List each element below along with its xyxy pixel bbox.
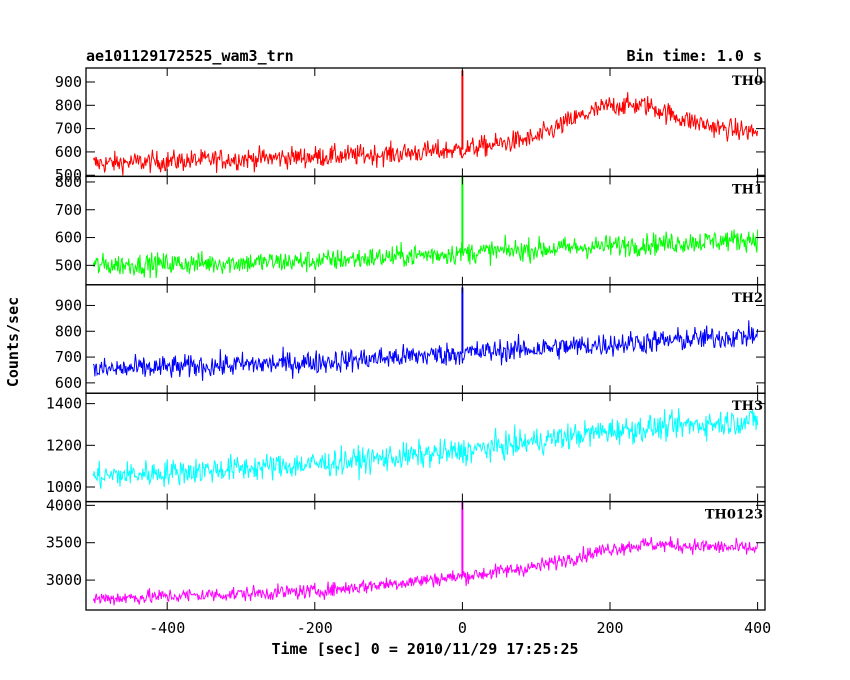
x-tick-label: 0 bbox=[458, 619, 467, 637]
x-tick-label: -400 bbox=[149, 619, 185, 637]
panel-frame bbox=[85, 392, 766, 503]
panel-label: TH0 bbox=[732, 74, 763, 89]
panel-th0: 500 600 700 800 900 TH0 bbox=[55, 67, 766, 184]
y-tick-label: 1000 bbox=[46, 478, 82, 496]
y-tick-label: 600 bbox=[55, 229, 82, 247]
y-tick-label: 1200 bbox=[46, 436, 82, 454]
series-th0123 bbox=[92, 536, 759, 606]
panel-th3: 1000 1200 1400 TH3 bbox=[46, 392, 766, 503]
y-tick-label: 1400 bbox=[46, 395, 82, 413]
x-tick-label: -200 bbox=[297, 619, 333, 637]
y-tick-label: 4000 bbox=[46, 496, 82, 514]
y-tick-label: 500 bbox=[55, 256, 82, 274]
bin-time-label: Bin time: 1.0 s bbox=[627, 47, 762, 65]
x-tick-label: 400 bbox=[744, 619, 771, 637]
y-tick-label: 600 bbox=[55, 143, 82, 161]
x-axis: -400 -200 0 200 400 bbox=[149, 619, 771, 637]
panel-label: TH2 bbox=[732, 291, 763, 306]
y-tick-label: 3500 bbox=[46, 534, 82, 552]
series-th2 bbox=[92, 320, 759, 381]
y-axis-label: Counts/sec bbox=[4, 297, 22, 387]
series-th1 bbox=[92, 229, 759, 279]
panel-th1: 500 600 700 800 TH1 bbox=[55, 173, 766, 286]
y-tick-label: 700 bbox=[55, 120, 82, 138]
x-axis-label: Time [sec] 0 = 2010/11/29 17:25:25 bbox=[271, 640, 578, 658]
panel-label: TH3 bbox=[732, 399, 763, 414]
y-tick-label: 900 bbox=[55, 296, 82, 314]
y-tick-label: 700 bbox=[55, 201, 82, 219]
panel-label: TH1 bbox=[732, 182, 763, 197]
series-th3 bbox=[92, 408, 759, 489]
chart-title: ae101129172525_wam3_trn bbox=[86, 47, 294, 65]
y-tick-label: 900 bbox=[55, 73, 82, 91]
y-tick-label: 700 bbox=[55, 348, 82, 366]
y-tick-label: 800 bbox=[55, 173, 82, 191]
series-th0 bbox=[92, 92, 759, 176]
y-tick-label: 800 bbox=[55, 96, 82, 114]
panel-frame bbox=[85, 500, 766, 611]
panel-th2: 600 700 800 900 TH2 bbox=[55, 284, 766, 394]
y-tick-label: 500 bbox=[55, 166, 82, 184]
x-tick-label: 200 bbox=[596, 619, 623, 637]
y-tick-label: 3000 bbox=[46, 571, 82, 589]
panel-th0123: 3000 3500 4000 TH0123 bbox=[46, 496, 766, 611]
panel-label: TH0123 bbox=[705, 508, 763, 523]
y-tick-label: 600 bbox=[55, 374, 82, 392]
y-tick-label: 800 bbox=[55, 322, 82, 340]
panels: 500 600 700 800 900 TH0 500 600 700 800 TH1 600 700 8… bbox=[46, 67, 766, 611]
